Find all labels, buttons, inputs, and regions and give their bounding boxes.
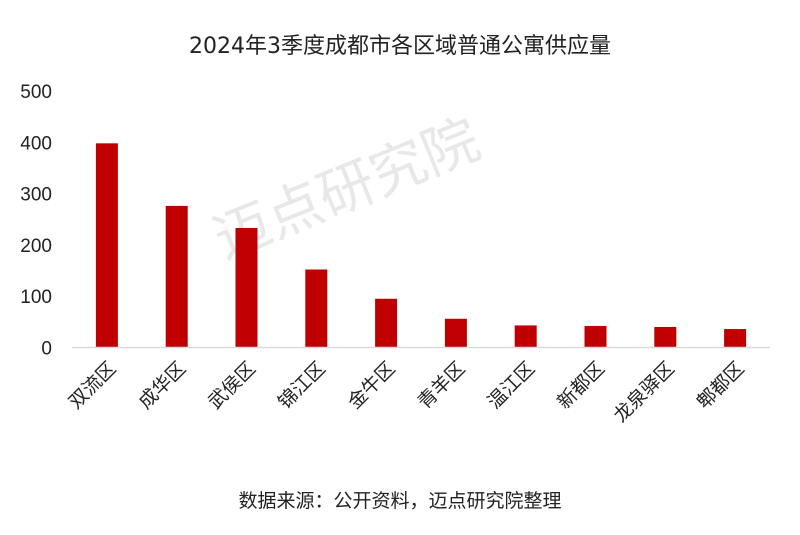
- bar: [654, 326, 677, 348]
- source-note: 数据来源：公开资料，迈点研究院整理: [238, 490, 562, 512]
- x-tick-label: 郫都区: [693, 357, 749, 413]
- bar: [724, 329, 747, 348]
- y-tick-label: 200: [20, 236, 52, 257]
- x-tick-label: 双流区: [65, 357, 121, 413]
- y-tick-label: 300: [20, 185, 52, 206]
- x-tick-label: 锦江区: [274, 357, 330, 413]
- bar: [514, 325, 537, 348]
- bar: [235, 227, 258, 348]
- x-tick-label: 金牛区: [344, 357, 400, 413]
- bar: [375, 298, 398, 348]
- x-tick-label: 成华区: [134, 357, 190, 413]
- bar: [584, 325, 607, 348]
- chart-title: 2024年3季度成都市各区域普通公寓供应量: [189, 34, 611, 59]
- bar: [95, 143, 118, 348]
- x-tick-label: 青羊区: [414, 357, 470, 413]
- x-tick-label: 新都区: [553, 357, 609, 413]
- y-tick-label: 500: [20, 82, 52, 103]
- x-tick-label: 温江区: [483, 357, 539, 413]
- x-tick-label: 武侯区: [204, 357, 260, 413]
- y-tick-label: 400: [20, 133, 52, 154]
- bar: [165, 205, 188, 348]
- y-tick-label: 0: [41, 339, 52, 360]
- bar: [305, 269, 328, 348]
- x-tick-label: 龙泉驿区: [610, 357, 679, 426]
- y-tick-label: 100: [20, 287, 52, 308]
- bar: [444, 318, 467, 348]
